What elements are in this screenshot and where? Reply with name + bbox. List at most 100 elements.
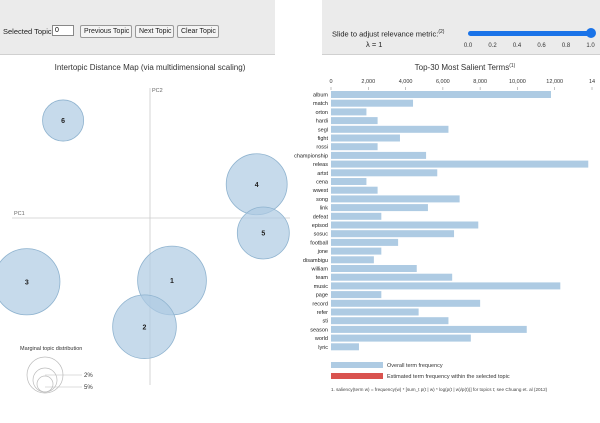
x-tick-label: 12,000 xyxy=(546,79,563,85)
term-bar xyxy=(331,291,382,299)
map-title: Intertopic Distance Map (via multidimens… xyxy=(55,63,246,72)
lambda-value: λ = 1 xyxy=(366,40,383,49)
slider-tick-label: 0.2 xyxy=(488,43,497,49)
previous-topic-button[interactable]: Previous Topic xyxy=(80,25,132,38)
term-bar xyxy=(331,195,460,203)
term-label: song xyxy=(316,197,328,203)
marginal-legend-circle xyxy=(36,375,54,393)
term-bar xyxy=(331,230,455,238)
marginal-legend-circle xyxy=(32,367,58,393)
term-bar xyxy=(331,299,481,307)
x-tick-label: 6,000 xyxy=(436,79,450,85)
relevance-label-note: (2) xyxy=(438,29,445,35)
term-bar xyxy=(331,282,561,290)
legend-estimated-swatch xyxy=(331,373,383,379)
term-label: wwest xyxy=(312,188,329,194)
term-bar xyxy=(331,125,449,133)
relevance-label-text: Slide to adjust relevance metric: xyxy=(332,29,439,39)
term-label: page xyxy=(316,293,328,299)
x-tick-label: 10,000 xyxy=(509,79,526,85)
term-label: link xyxy=(320,206,329,212)
term-bar xyxy=(331,99,414,107)
term-bar xyxy=(331,178,367,185)
pc2-axis-label: PC2 xyxy=(152,88,163,94)
term-label: rossi xyxy=(316,145,328,151)
topic-bubble xyxy=(42,99,85,142)
term-bar xyxy=(331,151,427,159)
saliency-footnote: 1. saliency(term w) = frequency(w) * [su… xyxy=(331,387,548,392)
legend-overall-swatch xyxy=(331,362,383,368)
slider-tick-label: 1.0 xyxy=(586,43,595,49)
intertopic-distance-map: Intertopic Distance Map (via multidimens… xyxy=(0,63,290,394)
salient-terms-chart: Top-30 Most Salient Terms(1) 0 2,000 4,000 6… xyxy=(294,63,595,392)
term-label: cena xyxy=(316,180,329,186)
term-bar xyxy=(331,325,527,333)
term-label: team xyxy=(316,275,329,281)
slider-tick-label: 0.6 xyxy=(537,43,546,49)
term-label: sosuc xyxy=(314,232,329,238)
legend-estimated-label: Estimated term frequency within the sele… xyxy=(387,374,510,380)
term-label: football xyxy=(310,240,328,246)
topic-control-panel: Selected Topic: Previous Topic Next Topi… xyxy=(0,0,275,55)
topic-bubble-label: 4 xyxy=(255,182,259,189)
term-bar xyxy=(331,334,471,342)
bar-chart-title: Top-30 Most Salient Terms(1) xyxy=(415,63,516,72)
term-label: record xyxy=(312,301,328,307)
relevance-panel: Slide to adjust relevance metric:(2) λ =… xyxy=(322,0,600,55)
marginal-legend-item: 2% xyxy=(84,373,93,379)
topic-bubble-label: 2 xyxy=(143,324,147,331)
marginal-legend-item: 5% xyxy=(84,385,93,391)
term-bar xyxy=(331,204,428,212)
topic-bubble-label: 3 xyxy=(25,279,29,286)
term-label: lyric xyxy=(318,345,328,351)
term-label: orton xyxy=(315,110,328,116)
term-bar xyxy=(331,117,378,125)
term-label: sti xyxy=(323,319,329,325)
term-bar xyxy=(331,143,378,151)
pc1-axis-label: PC1 xyxy=(14,211,25,217)
clear-topic-button[interactable]: Clear Topic xyxy=(177,25,219,38)
bar-chart-title-note: (1) xyxy=(509,63,515,69)
legend-overall-label: Overall term frequency xyxy=(387,363,443,369)
term-label: hardi xyxy=(316,119,328,125)
term-bar xyxy=(331,91,551,98)
relevance-slider-track[interactable] xyxy=(468,31,592,36)
term-bar xyxy=(331,343,359,351)
term-label: releas xyxy=(313,162,328,168)
term-bar xyxy=(331,221,479,229)
next-topic-button[interactable]: Next Topic xyxy=(135,25,174,38)
term-bar xyxy=(331,160,589,168)
slider-tick-label: 0.8 xyxy=(561,43,571,49)
term-label: jone xyxy=(317,249,328,255)
topic-bubble-label: 1 xyxy=(170,278,174,285)
term-label: defeat xyxy=(313,214,329,220)
term-bar xyxy=(331,273,453,281)
term-label: refer xyxy=(317,310,328,316)
x-tick-label: 0 xyxy=(329,79,332,85)
term-label: disambigu xyxy=(303,258,328,264)
topic-bubble-label: 6 xyxy=(61,118,65,125)
term-label: world xyxy=(314,336,328,342)
selected-topic-label: Selected Topic: xyxy=(3,27,54,36)
topic-bubble-label: 5 xyxy=(261,231,265,238)
term-label: match xyxy=(313,101,328,107)
slider-tick-label: 0.4 xyxy=(512,43,522,49)
term-bar xyxy=(331,186,378,194)
term-label: william xyxy=(311,267,329,273)
slider-tick-label: 0.0 xyxy=(463,43,473,49)
term-bar xyxy=(331,308,419,316)
term-label: fight xyxy=(318,136,329,142)
term-label: album xyxy=(313,93,328,99)
term-bar xyxy=(331,134,400,142)
relevance-slider-handle[interactable] xyxy=(586,28,596,38)
relevance-slider-label: Slide to adjust relevance metric:(2) xyxy=(332,29,444,39)
term-label: artst xyxy=(317,171,328,177)
selected-topic-input[interactable] xyxy=(52,25,74,36)
x-tick-label: 4,000 xyxy=(399,79,413,85)
topic-bubble xyxy=(0,248,61,316)
term-bar xyxy=(331,238,399,246)
term-bar xyxy=(331,256,374,264)
x-tick-label: 8,000 xyxy=(473,79,487,85)
term-bar xyxy=(331,247,382,255)
